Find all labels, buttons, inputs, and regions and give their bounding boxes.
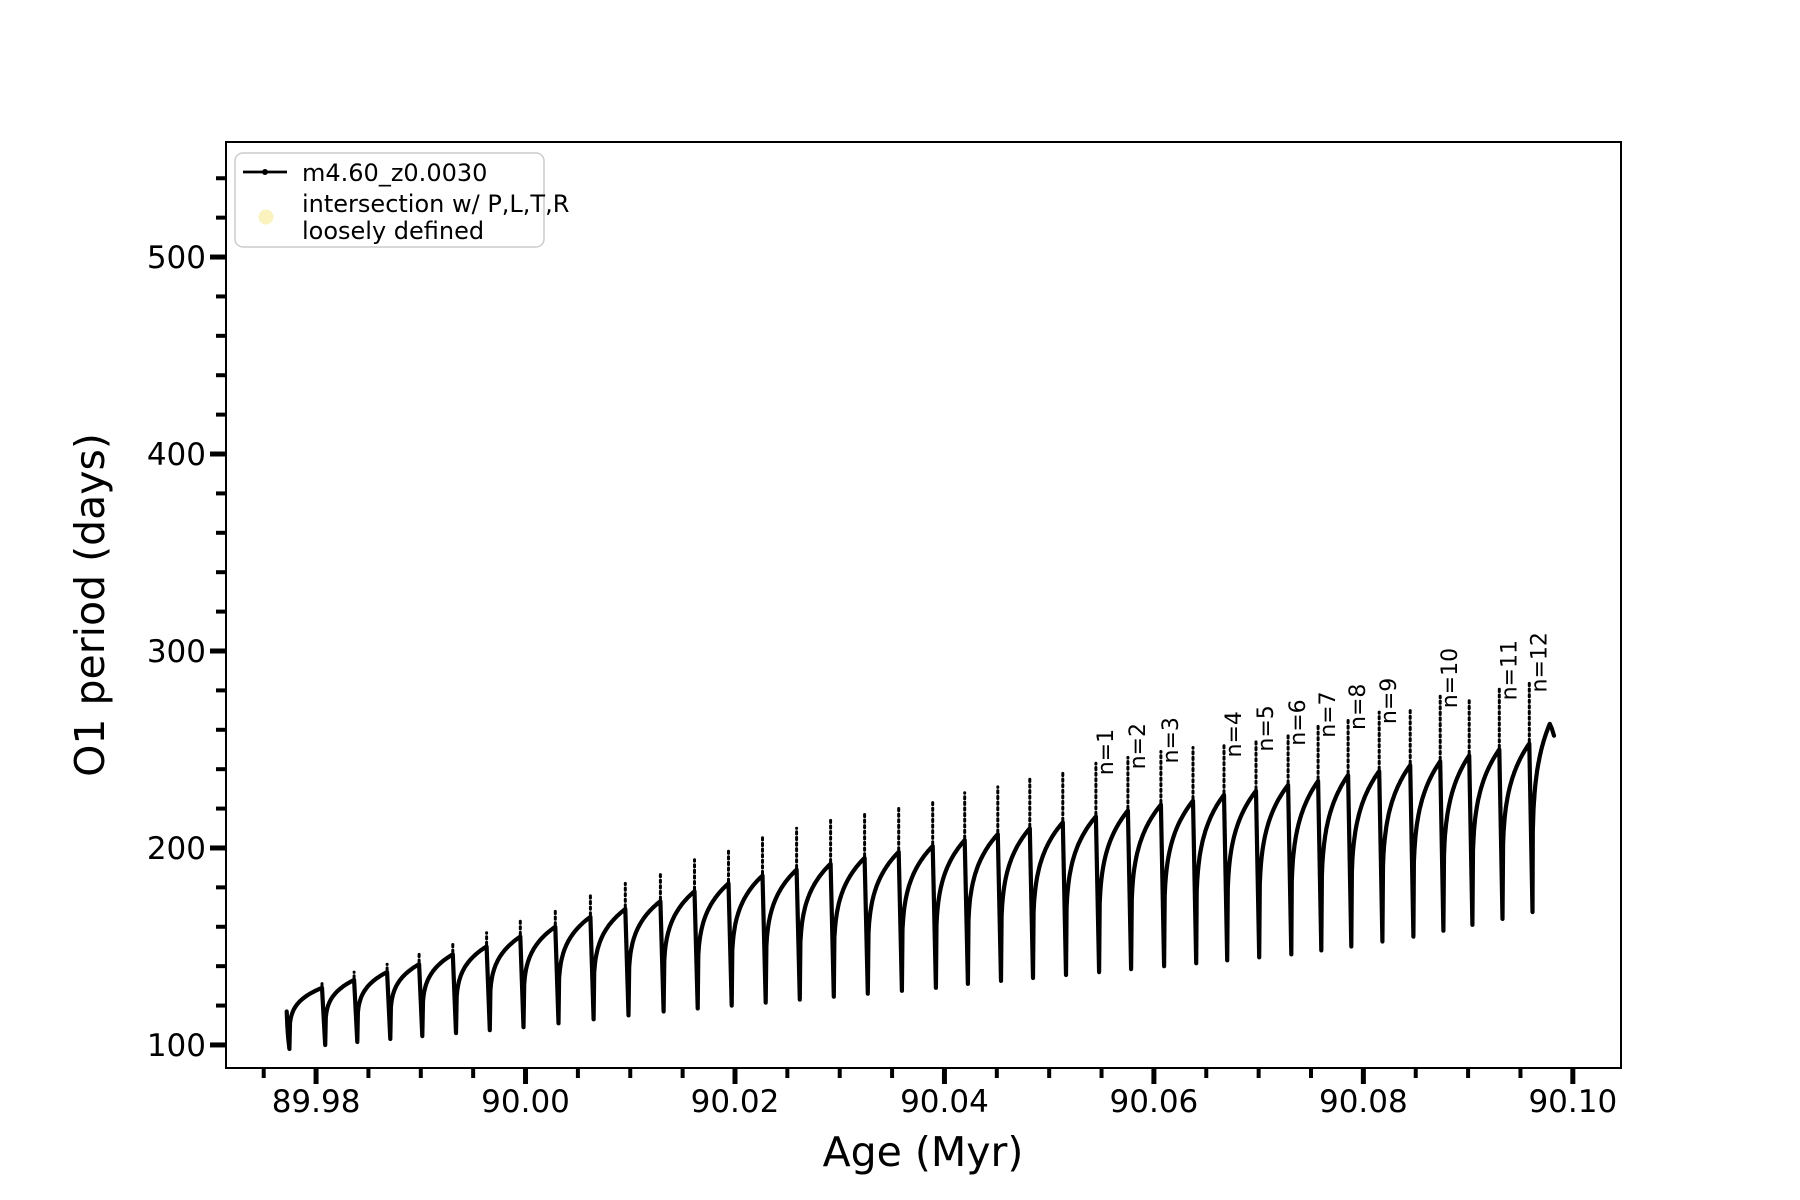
x-tick-label: 90.08 [1319,1084,1408,1120]
pulse-label: n=3 [1159,717,1184,763]
x-tick-label: 90.02 [691,1084,780,1120]
pulse-spikes [320,679,1531,988]
series-line [284,721,1557,1051]
axis-tick-labels: 89.98 90.00 90.02 90.04 90.06 90.08 90.10 100 20… [147,240,1617,1120]
y-tick-label: 300 [147,634,206,670]
y-tick-label: 400 [147,437,206,473]
axes-spines [225,141,1622,1069]
pulse-label: n=11 [1497,640,1522,700]
y-axis-label: O1 period (days) [66,433,114,777]
pulse-label: n=9 [1377,678,1402,724]
legend-entry-series-label: m4.60_z0.0030 [302,159,487,187]
x-tick-label: 90.06 [1110,1084,1199,1120]
x-tick-label: 90.04 [900,1084,989,1120]
x-axis-label: Age (Myr) [823,1128,1024,1176]
legend-box [234,152,545,248]
pulse-label: n=8 [1346,684,1371,730]
x-tick-label: 90.00 [481,1084,570,1120]
series-curve [284,679,1557,1051]
legend-intersection-marker-icon [258,209,274,225]
pulse-label: n=2 [1126,723,1151,769]
pulse-label: n=10 [1438,648,1463,708]
legend-line-marker-icon [262,169,268,175]
y-tick-label: 100 [147,1028,206,1064]
legend-entry-intersection-label-line2: loosely defined [302,217,484,245]
pulse-label: n=4 [1222,711,1247,757]
legend-entry-intersection-label-line1: intersection w/ P,L,T,R [302,190,569,218]
pulse-label: n=6 [1286,699,1311,745]
pulse-label: n=1 [1094,729,1119,775]
pulse-label: n=12 [1527,632,1552,692]
pulse-label: n=7 [1316,691,1341,737]
axis-ticks [210,176,1576,1084]
y-tick-label: 200 [147,831,206,867]
y-tick-label: 500 [147,240,206,276]
pulse-label: n=5 [1254,705,1279,751]
pulse-annotations: n=1 n=2 n=3 n=4 n=5 n=6 n=7 n=8 n=9 n=10 n=11 n=12 [1094,632,1552,775]
x-tick-label: 89.98 [272,1084,361,1120]
x-tick-label: 90.10 [1528,1084,1617,1120]
legend: m4.60_z0.0030 intersection w/ P,L,T,R lo… [234,152,569,248]
